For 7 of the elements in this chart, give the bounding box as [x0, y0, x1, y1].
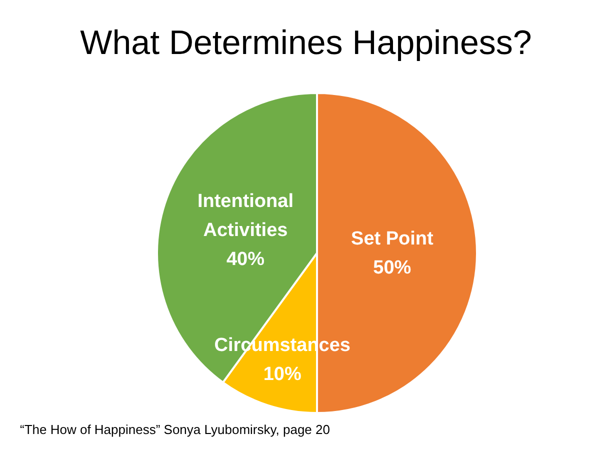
data-label: 40%: [226, 248, 265, 270]
data-label: 50%: [373, 257, 412, 278]
chart-title: What Determines Happiness?: [79, 22, 533, 64]
slice-label: Set Point: [351, 228, 434, 249]
slice-label: Intentional Activities: [197, 190, 294, 240]
text: “The How of Happiness” Sonya Lyubomirsky, page 20: [20, 422, 330, 437]
data-label: 10%: [263, 364, 302, 385]
